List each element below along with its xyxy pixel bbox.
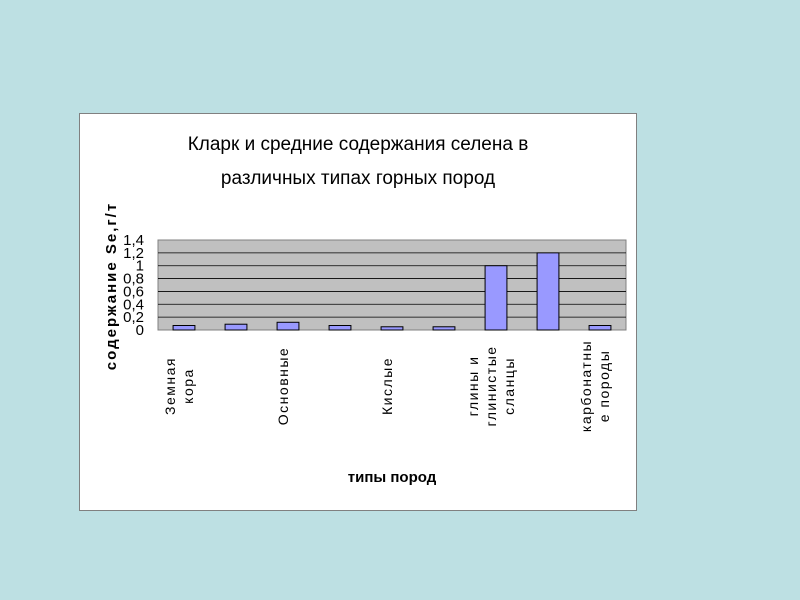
chart-title-line-1: Кларк и средние содержания селена в (188, 134, 529, 155)
x-tick-label: е породы (596, 350, 612, 423)
y-axis-title: содержание Se,г/т (103, 202, 120, 370)
bar (432, 326, 456, 331)
x-tick-label: сланцы (501, 357, 517, 415)
chart-title-line-2: различных типах горных пород (221, 168, 495, 189)
bar-chart: Кларк и средние содержания селена в разл… (103, 134, 627, 486)
x-tick-label: Основные (275, 347, 291, 425)
bar (224, 323, 248, 331)
y-tick-label: 0,8 (123, 271, 144, 288)
bar (484, 265, 508, 331)
x-tick-label: кора (180, 368, 196, 404)
bar (328, 325, 352, 331)
bar (172, 325, 196, 331)
x-tick-label: Кислые (379, 357, 395, 415)
bars (172, 252, 612, 331)
bar (536, 252, 560, 331)
y-tick-label: 1,4 (123, 232, 144, 249)
x-tick-label: карбонатны (578, 340, 594, 432)
y-tick-label: 0,4 (123, 296, 144, 313)
y-tick-label: 0,6 (123, 283, 144, 300)
chart-frame: Кларк и средние содержания селена в разл… (79, 113, 637, 511)
y-tick-label: 1 (136, 258, 144, 275)
x-tick-label: глинистые (483, 345, 499, 426)
x-tick-label: глины и (465, 356, 481, 417)
y-axis-ticks: 00,20,40,60,811,21,4 (123, 232, 144, 339)
bar (276, 321, 300, 331)
y-tick-label: 0,2 (123, 309, 144, 326)
x-axis-title: типы пород (348, 469, 437, 486)
bar (380, 326, 404, 331)
bar (588, 325, 612, 331)
x-tick-label: Земная (162, 357, 178, 415)
y-tick-label: 0 (136, 322, 144, 339)
y-tick-label: 1,2 (123, 245, 144, 262)
x-axis-labels: Земная кора Основные Кислые глины и глинистые… (162, 340, 612, 432)
